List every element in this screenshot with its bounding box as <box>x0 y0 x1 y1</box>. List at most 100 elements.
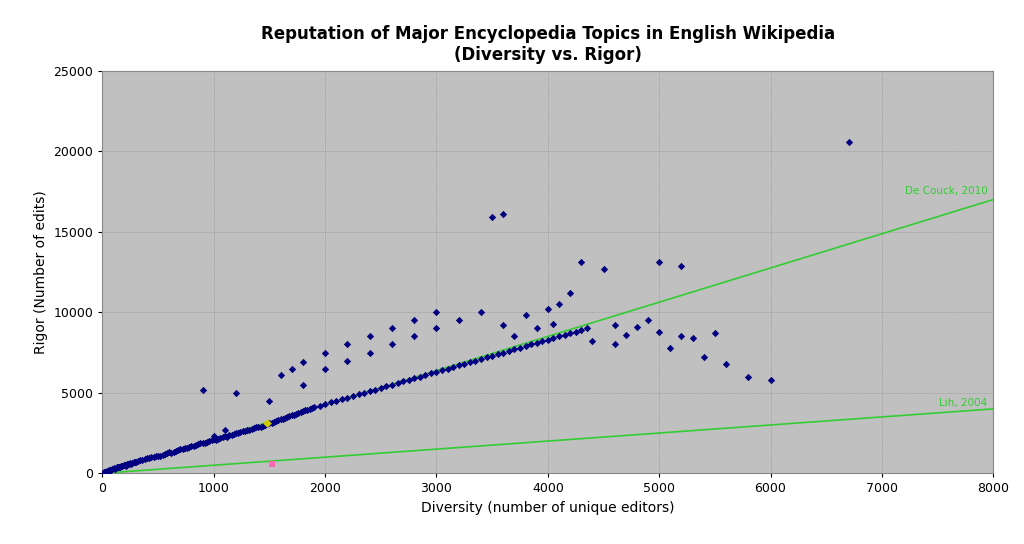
Point <box>579 324 595 333</box>
Point <box>155 450 171 459</box>
Point <box>428 324 444 333</box>
Point <box>185 442 202 450</box>
Point <box>195 385 211 394</box>
Point <box>101 466 118 475</box>
Point <box>290 409 306 417</box>
Point <box>406 332 422 341</box>
Point <box>384 340 400 349</box>
Point <box>109 463 125 472</box>
Point <box>104 465 121 474</box>
Point <box>328 397 344 405</box>
Point <box>339 340 355 349</box>
Point <box>317 348 334 357</box>
Point <box>317 400 334 409</box>
Point <box>629 323 645 331</box>
Point <box>445 363 462 372</box>
Point <box>239 425 255 434</box>
Point <box>451 316 467 325</box>
Point <box>118 461 134 470</box>
Point <box>428 368 444 376</box>
Point <box>145 453 162 461</box>
Point <box>389 379 406 387</box>
Point <box>412 372 428 381</box>
X-axis label: Diversity (number of unique editors): Diversity (number of unique editors) <box>421 501 675 515</box>
Point <box>345 392 361 400</box>
Point <box>323 398 339 407</box>
Point <box>183 442 200 450</box>
Point <box>113 462 129 471</box>
Point <box>105 464 122 473</box>
Point <box>120 460 136 468</box>
Point <box>190 440 207 449</box>
Point <box>204 436 220 444</box>
Point <box>115 461 131 470</box>
Point <box>528 338 545 347</box>
Point <box>150 451 166 460</box>
Point <box>740 372 757 381</box>
Point <box>551 332 567 341</box>
Point <box>306 403 323 412</box>
Point <box>595 264 611 273</box>
Point <box>293 408 309 417</box>
Point <box>695 353 712 362</box>
Point <box>199 437 215 446</box>
Point <box>157 449 173 458</box>
Point <box>361 387 378 395</box>
Point <box>606 340 623 349</box>
Point <box>259 420 275 429</box>
Point <box>473 355 489 363</box>
Point <box>100 467 117 475</box>
Point <box>674 332 690 341</box>
Point <box>230 429 247 438</box>
Point <box>242 426 258 435</box>
Title: Reputation of Major Encyclopedia Topics in English Wikipedia
(Diversity vs. Rigo: Reputation of Major Encyclopedia Topics … <box>261 25 835 64</box>
Point <box>159 449 175 458</box>
Point <box>489 350 506 358</box>
Point <box>174 445 190 454</box>
Point <box>117 461 133 469</box>
Point <box>496 321 512 330</box>
Point <box>263 460 280 468</box>
Point <box>168 447 184 455</box>
Point <box>478 353 495 362</box>
Point <box>119 460 135 469</box>
Point <box>265 417 282 426</box>
Point <box>517 342 534 350</box>
Point <box>187 441 204 449</box>
Point <box>545 333 561 342</box>
Point <box>272 370 289 379</box>
Point <box>762 375 778 384</box>
Point <box>384 380 400 389</box>
Point <box>451 361 467 370</box>
Point <box>361 348 378 357</box>
Point <box>123 460 139 468</box>
Point <box>134 455 151 464</box>
Point <box>214 432 230 441</box>
Point <box>259 419 275 428</box>
Point <box>284 411 300 419</box>
Point <box>282 412 298 421</box>
Point <box>246 424 262 432</box>
Point <box>210 434 226 443</box>
Point <box>301 405 317 413</box>
Point <box>248 423 264 432</box>
Point <box>506 332 522 341</box>
Point <box>651 327 668 336</box>
Point <box>496 209 512 218</box>
Point <box>127 458 143 466</box>
Point <box>334 395 350 404</box>
Point <box>484 351 501 360</box>
Point <box>255 422 271 430</box>
Point <box>195 438 211 447</box>
Point <box>124 459 140 467</box>
Point <box>617 330 634 339</box>
Point <box>640 316 656 325</box>
Point <box>663 343 679 352</box>
Point <box>136 454 153 463</box>
Point <box>181 442 198 451</box>
Point <box>707 329 723 337</box>
Point <box>244 425 260 434</box>
Point <box>125 458 141 467</box>
Point <box>417 370 433 379</box>
Point <box>484 213 501 221</box>
